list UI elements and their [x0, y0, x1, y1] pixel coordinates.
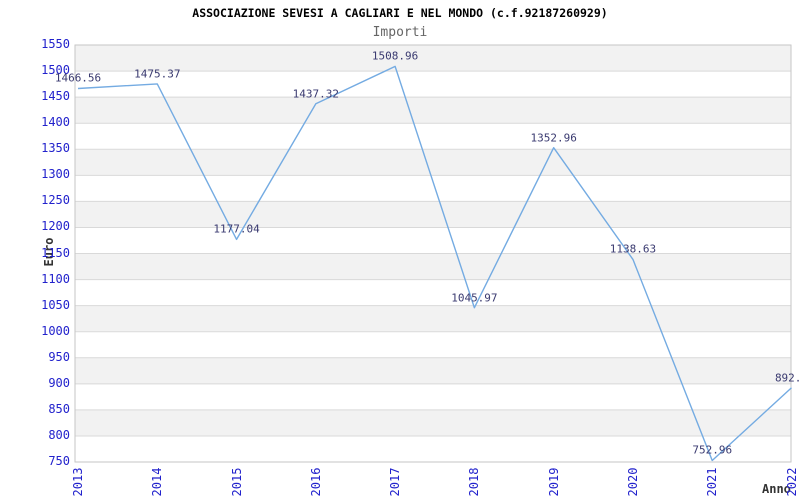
y-tick-label: 850 — [48, 401, 70, 416]
y-tick-label: 800 — [48, 427, 70, 442]
plot-band — [75, 383, 791, 410]
x-tick-label: 2022 — [784, 467, 799, 497]
x-tick-label: 2017 — [388, 467, 403, 497]
data-point-label: 1177.04 — [213, 222, 260, 236]
plot-band — [75, 409, 791, 436]
plot-band — [75, 123, 791, 150]
plot-band — [75, 97, 791, 124]
y-tick-label: 1000 — [41, 323, 70, 338]
x-tick-label: 2016 — [308, 467, 323, 497]
chart-subtitle: Importi — [372, 25, 428, 40]
y-tick-label: 1300 — [41, 167, 70, 182]
x-axis-title: Anno — [762, 482, 791, 496]
y-tick-label: 1350 — [41, 141, 70, 156]
y-tick-label: 1100 — [41, 271, 70, 286]
plot-band — [75, 175, 791, 202]
data-point-label: 1475.37 — [134, 67, 181, 81]
y-tick-label: 1150 — [41, 245, 70, 260]
plot-border — [74, 44, 792, 463]
x-tick-label: 2018 — [467, 467, 482, 497]
plot-band — [75, 71, 791, 98]
plot-band — [75, 279, 791, 306]
data-point-label: 1466.56 — [54, 71, 102, 85]
y-tick-label: 1200 — [41, 219, 70, 234]
plot-band — [75, 149, 791, 176]
data-point-label: 1138.63 — [609, 242, 657, 256]
data-point-label: 1508.96 — [371, 49, 419, 63]
x-tick-label: 2020 — [625, 467, 640, 497]
plot-band — [75, 201, 791, 228]
plot-band — [75, 331, 791, 358]
data-point-label: 752.96 — [692, 443, 733, 457]
y-tick-label: 1450 — [41, 89, 70, 104]
x-tick-label: 2014 — [150, 467, 165, 497]
x-tick-label: 2015 — [229, 467, 244, 497]
y-tick-label: 750 — [48, 454, 70, 468]
x-tick-label: 2021 — [705, 467, 720, 497]
data-point-label: 1045.97 — [451, 291, 498, 305]
data-point-label: 892.4 — [774, 371, 800, 385]
plot-band — [75, 45, 791, 72]
plot-band — [75, 305, 791, 332]
data-point-label: 1437.32 — [292, 87, 340, 101]
y-tick-label: 1250 — [41, 193, 70, 208]
line-series — [77, 65, 792, 462]
y-tick-label: 1050 — [41, 297, 70, 312]
y-tick-label: 950 — [48, 349, 70, 364]
y-tick-label: 1400 — [41, 115, 70, 130]
y-tick-label: 1550 — [41, 37, 70, 51]
x-tick-label: 2013 — [71, 467, 85, 497]
y-tick-label: 1500 — [41, 63, 70, 78]
plot-band — [75, 435, 791, 462]
plot-band — [75, 357, 791, 384]
data-point-label: 1352.96 — [530, 131, 577, 145]
plot-band — [75, 227, 791, 254]
x-tick-label: 2019 — [546, 467, 561, 497]
chart-title: ASSOCIAZIONE SEVESI A CAGLIARI E NEL MON… — [192, 6, 608, 20]
y-tick-label: 900 — [48, 375, 70, 390]
plot-band — [75, 253, 791, 280]
